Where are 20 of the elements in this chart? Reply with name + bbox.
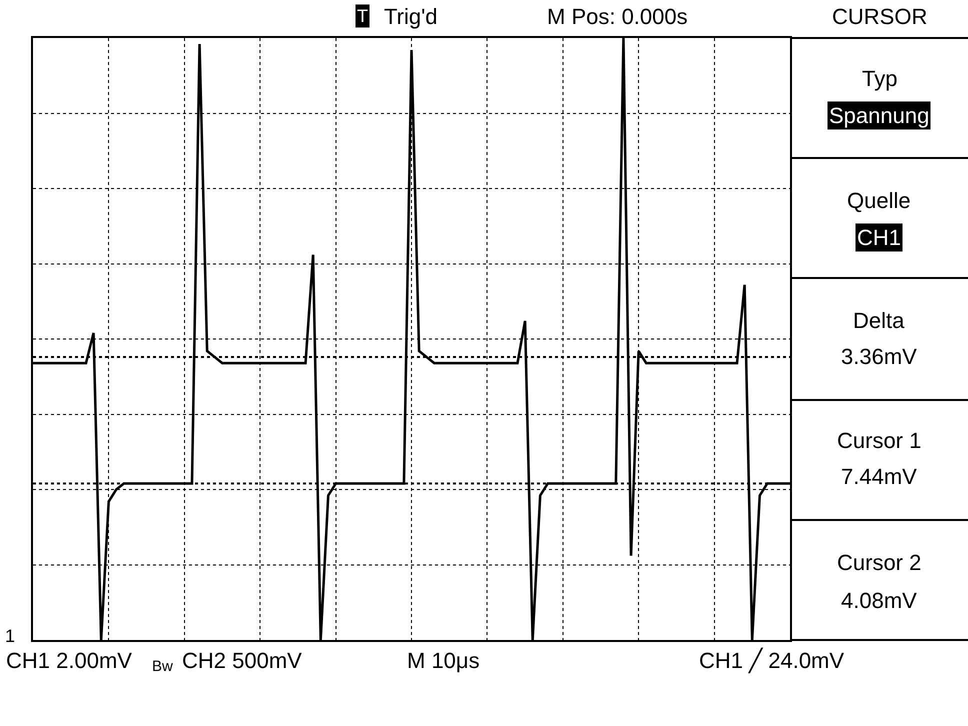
text: CH1 ╱ 24.0mV: [699, 647, 844, 674]
text: Bw: [152, 658, 174, 675]
text: 1: [5, 626, 16, 646]
text: Cursor 2: [837, 550, 922, 575]
text: T: [357, 6, 368, 26]
text: Spannung: [829, 103, 930, 128]
text: Trig'd: [384, 4, 438, 29]
text: CH2 500mV: [182, 648, 302, 673]
text: M 10μs: [407, 648, 480, 673]
text: CH1 2.00mV: [6, 648, 132, 673]
text: Quelle: [847, 188, 911, 213]
text: CH1: [857, 225, 902, 250]
text: M Pos: 0.000s: [547, 4, 688, 29]
text: Delta: [853, 308, 906, 333]
text: 7.44mV: [841, 464, 918, 489]
text: Cursor 1: [837, 428, 922, 453]
text: CURSOR: [832, 4, 928, 29]
text: Typ: [862, 66, 898, 91]
text: 3.36mV: [841, 344, 918, 369]
text: 4.08mV: [841, 588, 918, 613]
